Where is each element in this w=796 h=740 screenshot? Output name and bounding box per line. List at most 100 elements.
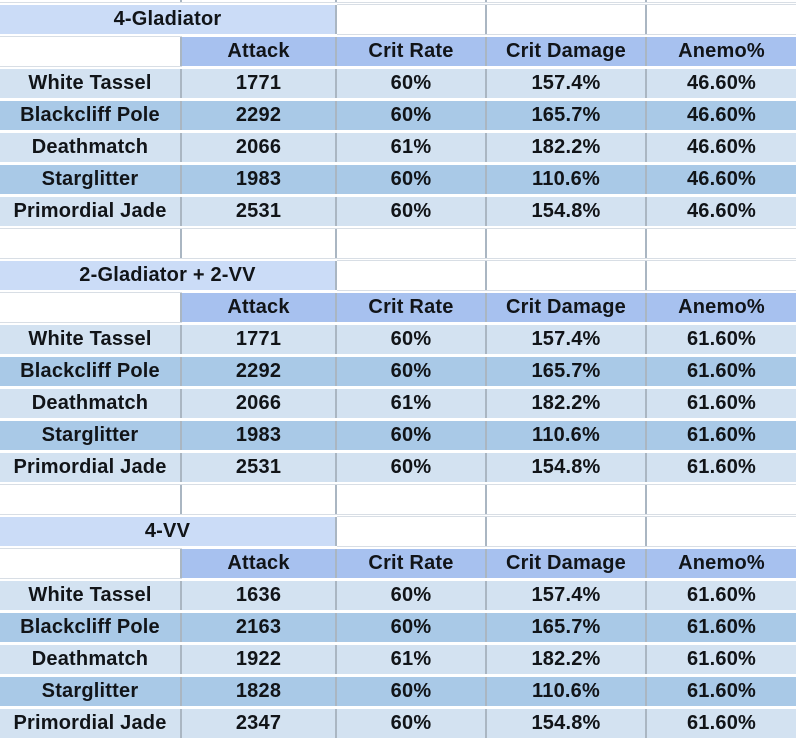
weapon-label-cell[interactable]: Blackcliff Pole — [0, 101, 182, 130]
value-cell[interactable]: 61.60% — [647, 613, 796, 642]
empty-cell[interactable] — [0, 37, 182, 66]
value-cell[interactable]: 46.60% — [647, 101, 796, 130]
column-header-cell[interactable]: Anemo% — [647, 549, 796, 578]
value-cell[interactable]: 2292 — [182, 101, 337, 130]
weapon-label-cell[interactable]: Starglitter — [0, 165, 182, 194]
empty-cell[interactable] — [647, 229, 796, 258]
value-cell[interactable]: 2292 — [182, 357, 337, 386]
value-cell[interactable]: 1771 — [182, 69, 337, 98]
value-cell[interactable]: 61.60% — [647, 357, 796, 386]
value-cell[interactable]: 60% — [337, 421, 487, 450]
empty-cell[interactable] — [337, 485, 487, 514]
empty-cell[interactable] — [647, 0, 796, 2]
value-cell[interactable]: 46.60% — [647, 69, 796, 98]
weapon-label-cell[interactable]: White Tassel — [0, 581, 182, 610]
value-cell[interactable]: 157.4% — [487, 581, 647, 610]
value-cell[interactable]: 110.6% — [487, 165, 647, 194]
column-header-cell[interactable]: Crit Damage — [487, 37, 647, 66]
value-cell[interactable]: 60% — [337, 101, 487, 130]
value-cell[interactable]: 154.8% — [487, 453, 647, 482]
section-title-cell[interactable]: 4-VV — [0, 517, 337, 546]
empty-cell[interactable] — [337, 261, 487, 290]
empty-cell[interactable] — [337, 517, 487, 546]
weapon-label-cell[interactable]: Blackcliff Pole — [0, 357, 182, 386]
value-cell[interactable]: 61.60% — [647, 389, 796, 418]
empty-cell[interactable] — [487, 517, 647, 546]
value-cell[interactable]: 154.8% — [487, 709, 647, 738]
column-header-cell[interactable]: Attack — [182, 293, 337, 322]
value-cell[interactable]: 182.2% — [487, 133, 647, 162]
value-cell[interactable]: 61.60% — [647, 645, 796, 674]
empty-cell[interactable] — [337, 0, 487, 2]
value-cell[interactable]: 60% — [337, 325, 487, 354]
column-header-cell[interactable]: Crit Rate — [337, 549, 487, 578]
value-cell[interactable]: 2347 — [182, 709, 337, 738]
value-cell[interactable]: 165.7% — [487, 101, 647, 130]
column-header-cell[interactable]: Crit Rate — [337, 37, 487, 66]
value-cell[interactable]: 46.60% — [647, 165, 796, 194]
empty-cell[interactable] — [182, 229, 337, 258]
weapon-label-cell[interactable]: Starglitter — [0, 421, 182, 450]
empty-cell[interactable] — [487, 5, 647, 34]
empty-cell[interactable] — [0, 293, 182, 322]
value-cell[interactable]: 2066 — [182, 389, 337, 418]
value-cell[interactable]: 60% — [337, 581, 487, 610]
empty-cell[interactable] — [337, 5, 487, 34]
empty-cell[interactable] — [0, 229, 182, 258]
empty-cell[interactable] — [0, 549, 182, 578]
value-cell[interactable]: 60% — [337, 357, 487, 386]
value-cell[interactable]: 61% — [337, 645, 487, 674]
weapon-label-cell[interactable]: White Tassel — [0, 69, 182, 98]
value-cell[interactable]: 61.60% — [647, 325, 796, 354]
weapon-label-cell[interactable]: Starglitter — [0, 677, 182, 706]
value-cell[interactable]: 1983 — [182, 421, 337, 450]
column-header-cell[interactable]: Anemo% — [647, 37, 796, 66]
weapon-label-cell[interactable]: White Tassel — [0, 325, 182, 354]
value-cell[interactable]: 1771 — [182, 325, 337, 354]
value-cell[interactable]: 1922 — [182, 645, 337, 674]
column-header-cell[interactable]: Attack — [182, 549, 337, 578]
value-cell[interactable]: 182.2% — [487, 389, 647, 418]
weapon-label-cell[interactable]: Primordial Jade — [0, 453, 182, 482]
value-cell[interactable]: 110.6% — [487, 677, 647, 706]
value-cell[interactable]: 2066 — [182, 133, 337, 162]
value-cell[interactable]: 2163 — [182, 613, 337, 642]
value-cell[interactable]: 61.60% — [647, 453, 796, 482]
value-cell[interactable]: 46.60% — [647, 133, 796, 162]
value-cell[interactable]: 46.60% — [647, 197, 796, 226]
weapon-label-cell[interactable]: Deathmatch — [0, 133, 182, 162]
empty-cell[interactable] — [337, 229, 487, 258]
value-cell[interactable]: 61.60% — [647, 709, 796, 738]
value-cell[interactable]: 157.4% — [487, 69, 647, 98]
value-cell[interactable]: 61% — [337, 133, 487, 162]
empty-cell[interactable] — [647, 485, 796, 514]
value-cell[interactable]: 1828 — [182, 677, 337, 706]
empty-cell[interactable] — [487, 261, 647, 290]
value-cell[interactable]: 60% — [337, 677, 487, 706]
weapon-label-cell[interactable]: Deathmatch — [0, 645, 182, 674]
value-cell[interactable]: 61.60% — [647, 421, 796, 450]
weapon-label-cell[interactable]: Deathmatch — [0, 389, 182, 418]
value-cell[interactable]: 2531 — [182, 453, 337, 482]
value-cell[interactable]: 1983 — [182, 165, 337, 194]
value-cell[interactable]: 60% — [337, 69, 487, 98]
empty-cell[interactable] — [647, 5, 796, 34]
empty-cell[interactable] — [647, 517, 796, 546]
value-cell[interactable]: 60% — [337, 165, 487, 194]
value-cell[interactable]: 182.2% — [487, 645, 647, 674]
value-cell[interactable]: 61.60% — [647, 677, 796, 706]
empty-cell[interactable] — [487, 485, 647, 514]
value-cell[interactable]: 154.8% — [487, 197, 647, 226]
column-header-cell[interactable]: Crit Damage — [487, 549, 647, 578]
value-cell[interactable]: 61% — [337, 389, 487, 418]
weapon-label-cell[interactable]: Primordial Jade — [0, 197, 182, 226]
value-cell[interactable]: 165.7% — [487, 613, 647, 642]
value-cell[interactable]: 60% — [337, 709, 487, 738]
value-cell[interactable]: 110.6% — [487, 421, 647, 450]
value-cell[interactable]: 61.60% — [647, 581, 796, 610]
column-header-cell[interactable]: Crit Damage — [487, 293, 647, 322]
weapon-label-cell[interactable]: Blackcliff Pole — [0, 613, 182, 642]
value-cell[interactable]: 157.4% — [487, 325, 647, 354]
empty-cell[interactable] — [487, 229, 647, 258]
weapon-label-cell[interactable]: Primordial Jade — [0, 709, 182, 738]
